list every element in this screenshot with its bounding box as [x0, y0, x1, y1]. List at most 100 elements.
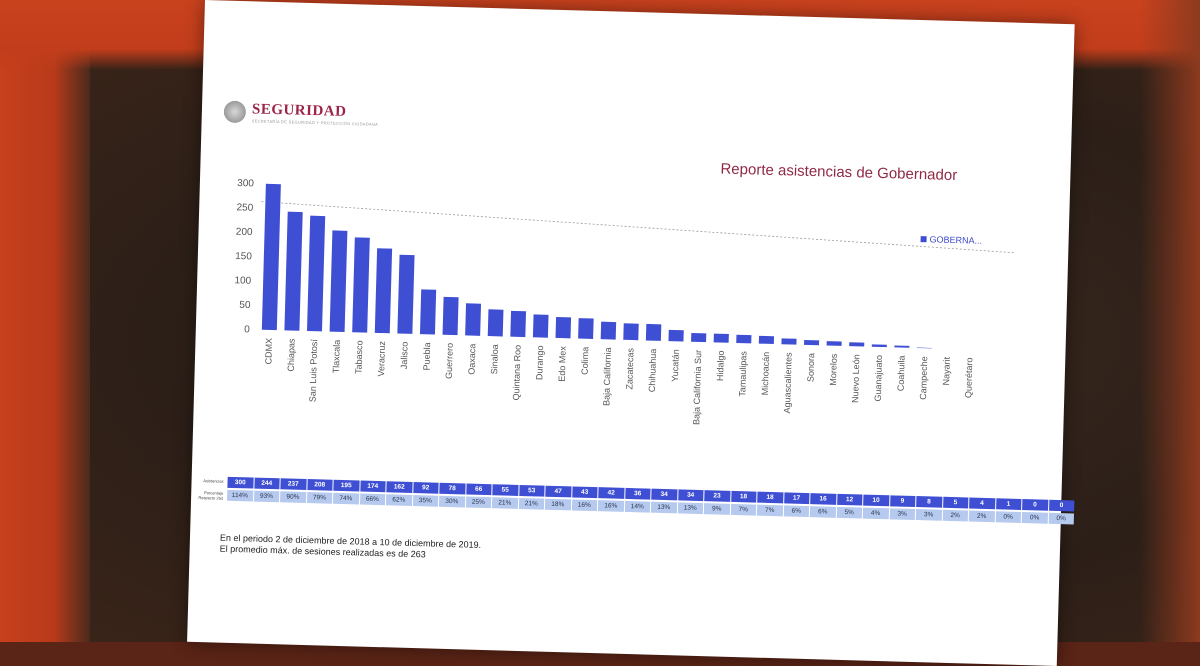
percentage-cell: 0%: [1048, 513, 1074, 525]
y-tick-label: 150: [235, 251, 252, 262]
attendance-cell: 18: [757, 492, 783, 504]
x-tick-label: Quintana Roo: [511, 345, 523, 401]
percentage-cell: 4%: [863, 508, 889, 520]
percentage-cell: 7%: [757, 505, 783, 517]
percentage-cell: 66%: [359, 494, 385, 506]
x-tick-label: Chihuahua: [647, 349, 658, 393]
attendance-cell: 92: [413, 482, 439, 494]
attendance-cell: 34: [651, 489, 677, 501]
bar: [646, 324, 661, 341]
y-tick-label: 200: [236, 227, 253, 238]
seguridad-logo: SEGURIDAD SECRETARÍA DE SEGURIDAD Y PROT…: [223, 95, 378, 133]
percentage-cell: 79%: [306, 492, 332, 504]
x-tick-label: CDMX: [263, 338, 274, 365]
percentage-cell: 0%: [995, 511, 1021, 523]
y-tick-label: 0: [244, 324, 250, 335]
attendance-cell: 237: [280, 478, 306, 490]
bar: [691, 333, 706, 342]
attendance-cell: 174: [360, 481, 386, 493]
percentage-cell: 13%: [677, 502, 703, 514]
attendance-cell: 16: [810, 493, 836, 505]
percentage-cell: 2%: [942, 510, 968, 522]
row-label-attendance: Asistencias: [192, 478, 224, 484]
bar: [533, 314, 549, 337]
attendance-cell: 0: [1049, 500, 1075, 512]
bar: [465, 303, 481, 336]
attendance-cell: 17: [784, 492, 810, 504]
attendance-cell: 244: [254, 478, 280, 490]
background-red-curtain-left: [0, 0, 90, 642]
bar: [804, 340, 819, 345]
x-tick-label: Nayarit: [941, 356, 952, 385]
x-tick-label: Morelos: [828, 353, 839, 386]
x-tick-label: Coahuila: [896, 355, 907, 391]
bar: [352, 237, 370, 332]
x-tick-label: Querétaro: [963, 357, 974, 398]
x-tick-label: Zacatecas: [624, 347, 635, 389]
attendance-cell: 78: [439, 483, 465, 495]
x-tick-label: Yucatán: [670, 349, 681, 382]
percentage-cell: 5%: [836, 507, 862, 519]
x-tick-label: Guerrero: [444, 343, 455, 379]
attendance-cell: 300: [227, 477, 253, 489]
percentage-cell: 21%: [518, 498, 544, 510]
x-tick-label: Baja California: [601, 347, 613, 406]
percentage-cell: 13%: [651, 502, 677, 514]
bar: [330, 230, 348, 332]
attendance-cell: 23: [704, 490, 730, 502]
bar: [284, 212, 302, 331]
x-tick-label: Edo Mex: [557, 345, 568, 381]
percentage-cell: 90%: [280, 491, 306, 503]
attendance-cell: 4: [969, 498, 995, 510]
x-tick-label: Chiapas: [286, 338, 297, 372]
percentage-cell: 3%: [916, 509, 942, 521]
bar: [397, 255, 414, 334]
x-tick-label: Veracruz: [376, 340, 387, 376]
x-tick-label: San Luis Potosí: [308, 339, 320, 403]
x-tick-label: Oaxaca: [467, 343, 478, 374]
x-tick-label: Puebla: [421, 342, 432, 370]
percentage-cell: 16%: [598, 500, 624, 512]
percentage-cell: 74%: [333, 493, 359, 505]
reference-line: [261, 202, 1015, 253]
bar: [488, 309, 504, 336]
percentage-cell: 6%: [783, 505, 809, 517]
x-tick-label: Michoacán: [760, 352, 771, 396]
bar: [262, 184, 281, 330]
attendance-cell: 10: [863, 495, 889, 507]
bar: [420, 289, 436, 334]
y-tick-label: 100: [234, 275, 251, 286]
attendance-cell: 208: [307, 479, 333, 491]
footnote: En el periodo 2 de diciembre de 2018 a 1…: [220, 533, 482, 562]
bar: [917, 348, 932, 349]
bar: [736, 335, 751, 344]
x-tick-label: Hidalgo: [715, 350, 726, 381]
percentage-cell: 25%: [465, 496, 491, 508]
percentage-cell: 93%: [254, 491, 280, 503]
bar: [443, 297, 459, 335]
attendance-cell: 8: [916, 496, 942, 508]
y-tick-label: 300: [237, 178, 254, 189]
attendance-cell: 47: [545, 486, 571, 498]
x-tick-label: Colima: [580, 347, 591, 375]
attendance-cell: 5: [943, 497, 969, 509]
percentage-cell: 62%: [386, 494, 412, 506]
x-tick-label: Tamaulipas: [737, 351, 748, 397]
bar: [759, 336, 774, 344]
chart-title: Reporte asistencias de Gobernador: [720, 160, 957, 184]
percentage-cell: 7%: [730, 504, 756, 516]
bar: [714, 334, 729, 343]
percentage-cell: 35%: [412, 495, 438, 507]
bar: [849, 342, 864, 346]
percentage-cell: 9%: [704, 503, 730, 515]
row-label-percentage: Porcentaje Respecto 263: [191, 490, 223, 501]
x-tick-label: Baja California Sur: [691, 350, 703, 425]
bar: [510, 311, 526, 337]
x-tick-label: Campeche: [918, 356, 929, 400]
attendance-cell: 66: [466, 483, 492, 495]
bar: [556, 317, 572, 338]
bar: [307, 216, 325, 332]
percentage-cell: 18%: [545, 499, 571, 511]
attendance-cell: 36: [625, 488, 651, 500]
coat-of-arms-icon: [224, 101, 247, 124]
